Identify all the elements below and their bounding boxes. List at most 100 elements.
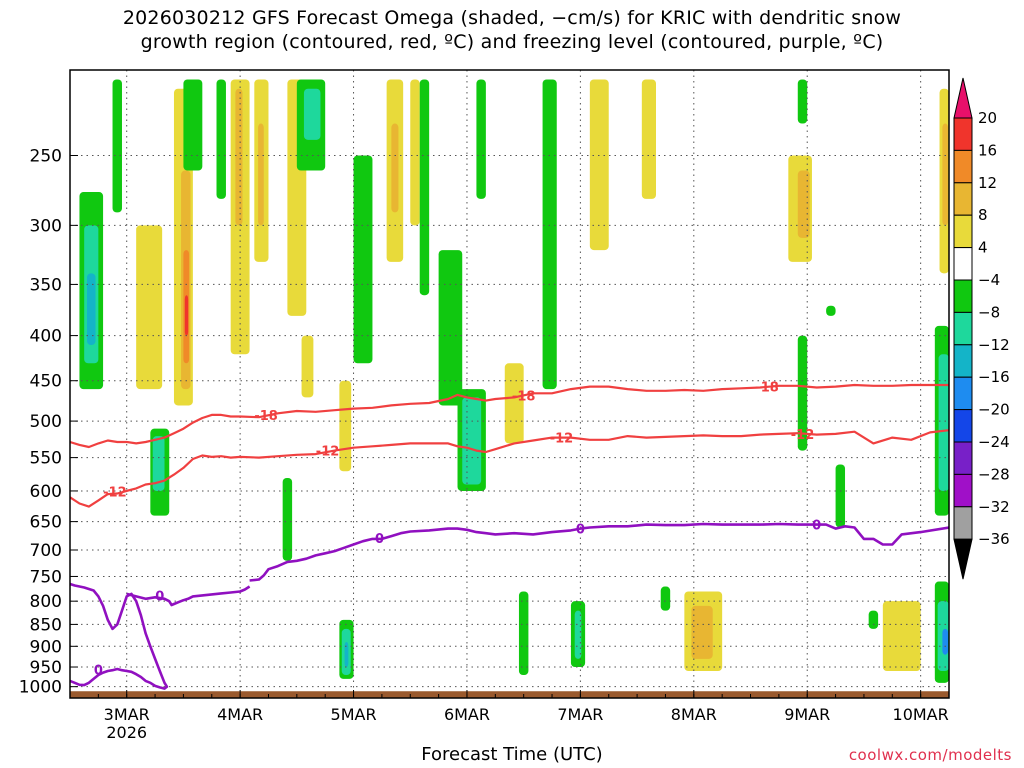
contour-label: 0 [155, 589, 164, 604]
colorbar-box [953, 182, 973, 216]
contour-label: 0 [94, 663, 103, 678]
omega-region [641, 79, 656, 199]
x-tick-sublabel: 2026 [106, 723, 147, 742]
colorbar-label: −36 [978, 530, 1010, 548]
colorbar-box [953, 473, 973, 508]
colorbar-label: 20 [978, 109, 997, 127]
y-tick-label: 950 [30, 658, 62, 678]
x-axis-title: Forecast Time (UTC) [421, 744, 603, 765]
y-tick-label: 700 [30, 541, 62, 561]
colorbar-label: −16 [978, 368, 1010, 386]
colorbar-box [953, 214, 973, 249]
contour-dendritic [70, 429, 949, 508]
y-tick-label: 300 [30, 216, 62, 236]
y-tick-label: 650 [30, 513, 62, 533]
omega-region [136, 225, 163, 390]
y-tick-label: 850 [30, 615, 62, 635]
site-credit[interactable]: coolwx.com/modelts [848, 746, 1012, 764]
x-tick-label: 4MAR [217, 705, 263, 724]
contour-label: -12 [103, 486, 127, 501]
omega-region [391, 123, 399, 213]
colorbar-label: −24 [978, 433, 1010, 451]
omega-region [410, 79, 420, 226]
colorbar-label: −4 [978, 271, 1000, 289]
omega-region [301, 335, 314, 398]
contour-freezing-level [126, 585, 251, 607]
omega-region [462, 397, 482, 485]
colorbar: 20 16 12 8 4 −4 −8 −12 −16 −20 −24 −28 −32 −36 [953, 77, 1010, 580]
contour-label: 0 [812, 519, 821, 534]
omega-region [419, 79, 430, 296]
omega-region [344, 642, 349, 668]
y-tick-label: 250 [30, 146, 62, 166]
colorbar-label: −8 [978, 303, 1000, 321]
plot-frame [69, 69, 950, 699]
y-tick-label: 400 [30, 327, 62, 347]
contour-label: 0 [576, 523, 585, 538]
omega-region [216, 79, 226, 199]
y-tick-label: 550 [30, 449, 62, 469]
omega-region [826, 305, 836, 316]
y-axis: 2503003504004505005506006507007508008509… [19, 146, 78, 698]
omega-region [835, 464, 846, 528]
colorbar-box [953, 149, 973, 184]
x-tick-label: 5MAR [331, 705, 377, 724]
colorbar-bottom-arrow [953, 538, 973, 580]
omega-region [183, 79, 203, 171]
colorbar-label: −28 [978, 465, 1010, 483]
contour-label: 0 [375, 532, 384, 547]
x-tick-label: 8MAR [671, 705, 717, 724]
omega-region [438, 250, 463, 406]
contour-freezing-level [249, 522, 949, 582]
y-tick-label: 600 [30, 482, 62, 502]
colorbar-box [953, 311, 973, 346]
y-tick-label: 450 [30, 372, 62, 392]
colorbar-box [953, 117, 973, 151]
y-tick-label: 350 [30, 275, 62, 295]
omega-region [235, 88, 243, 226]
y-tick-label: 900 [30, 637, 62, 657]
chart-title: 2026030212 GFS Forecast Omega (shaded, −… [0, 6, 1024, 54]
colorbar-box [953, 506, 973, 540]
x-tick-label: 10MAR [893, 705, 949, 724]
contour-dendritic [70, 383, 949, 449]
colorbar-box [953, 441, 973, 475]
omega-region [184, 295, 189, 336]
omega-region [518, 591, 529, 676]
omega-region [152, 436, 165, 491]
omega-region [303, 88, 321, 140]
omega-region [282, 477, 293, 561]
y-tick-label: 1000 [19, 678, 62, 698]
contour-label: -12 [550, 432, 574, 447]
colorbar-box [953, 279, 973, 313]
omega-region [258, 123, 264, 226]
contour-label: -12 [316, 445, 340, 460]
x-tick-label: 3MAR [104, 705, 150, 724]
colorbar-box [953, 409, 973, 443]
x-tick-label: 9MAR [784, 705, 830, 724]
contour-label: -18 [512, 390, 536, 405]
omega-region [589, 79, 609, 251]
omega-region [504, 363, 524, 444]
omega-region [868, 610, 879, 629]
omega-region [942, 123, 949, 226]
omega-region [87, 273, 96, 346]
omega-region [476, 79, 486, 199]
omega-region [574, 610, 582, 659]
x-tick-label: 6MAR [444, 705, 490, 724]
colorbar-box [953, 376, 973, 411]
colorbar-label: 12 [978, 174, 997, 192]
title-line-1: 2026030212 GFS Forecast Omega (shaded, −… [122, 7, 902, 29]
x-tick-label: 7MAR [557, 705, 603, 724]
colorbar-box [953, 344, 973, 378]
omega-region [112, 79, 122, 213]
contour-labels: -18 -18 -18 -12 -12 -12 -12 0 0 0 0 0 [94, 381, 821, 679]
ground-band [70, 691, 949, 698]
y-tick-label: 750 [30, 567, 62, 587]
omega-region [542, 79, 557, 390]
colorbar-label: −32 [978, 498, 1010, 516]
y-tick-label: 500 [30, 412, 62, 432]
colorbar-label: 8 [978, 206, 988, 224]
